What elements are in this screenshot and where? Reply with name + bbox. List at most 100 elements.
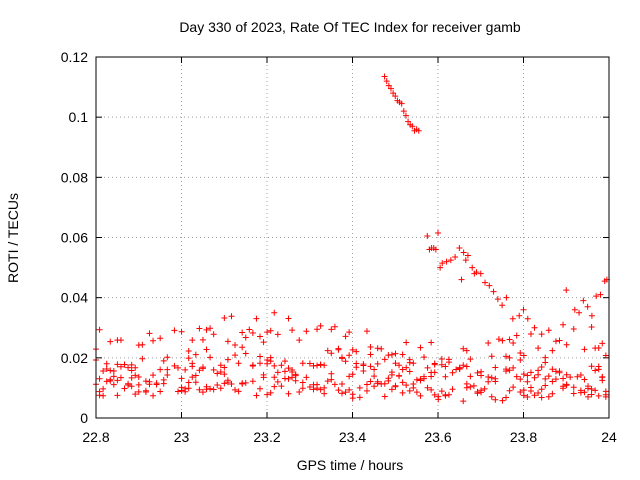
data-point [463, 347, 470, 354]
data-point [602, 388, 609, 395]
data-point [353, 360, 360, 367]
data-point [474, 369, 481, 376]
data-point [486, 282, 493, 289]
data-point [460, 398, 467, 405]
data-point [542, 375, 549, 382]
data-point [299, 385, 306, 392]
grid-lines [96, 57, 609, 418]
data-point [470, 382, 477, 389]
data-point [400, 108, 407, 115]
data-points [93, 73, 610, 405]
y-axis-label: ROTI / TECUs [5, 193, 21, 283]
data-point [189, 374, 196, 381]
data-point [321, 362, 328, 369]
data-point [132, 372, 139, 379]
data-point [274, 331, 281, 338]
data-point [503, 353, 510, 360]
data-point [538, 394, 545, 401]
data-point [599, 340, 606, 347]
data-point [224, 338, 231, 345]
data-point [121, 385, 128, 392]
data-point [517, 376, 524, 383]
data-point [417, 344, 424, 351]
data-point [232, 342, 239, 349]
data-point [449, 386, 456, 393]
data-point [242, 379, 249, 386]
data-point [321, 384, 328, 391]
data-point [324, 378, 331, 385]
data-point [224, 377, 231, 384]
data-point [207, 354, 214, 361]
data-point [114, 377, 121, 384]
data-point [567, 374, 574, 381]
data-point [335, 346, 342, 353]
data-point [549, 347, 556, 354]
data-point [317, 361, 324, 368]
data-point [432, 246, 439, 253]
data-point [253, 392, 260, 399]
data-point [239, 380, 246, 387]
data-point [585, 393, 592, 400]
data-point [210, 386, 217, 393]
data-point [281, 358, 288, 365]
y-tick-label: 0.1 [69, 109, 89, 125]
data-point [396, 362, 403, 369]
data-point [217, 385, 224, 392]
data-point [346, 329, 353, 336]
data-point [463, 363, 470, 370]
data-point [542, 354, 549, 361]
data-point [506, 354, 513, 361]
data-point [570, 326, 577, 333]
data-point [125, 382, 132, 389]
data-point [117, 374, 124, 381]
plot-frame [95, 56, 610, 419]
data-point [413, 389, 420, 396]
data-point [185, 385, 192, 392]
data-point [278, 362, 285, 369]
data-point [185, 348, 192, 355]
data-point [467, 356, 474, 363]
data-point [274, 369, 281, 376]
data-point [538, 386, 545, 393]
data-point [581, 389, 588, 396]
data-point [535, 390, 542, 397]
data-point [221, 314, 228, 321]
data-point [503, 394, 510, 401]
data-point [164, 366, 171, 373]
data-point [264, 329, 271, 336]
data-point [438, 355, 445, 362]
data-point [306, 360, 313, 367]
data-point [574, 373, 581, 380]
y-tick-label: 0.04 [61, 290, 88, 306]
data-point [292, 377, 299, 384]
data-point [110, 373, 117, 380]
data-point [367, 378, 374, 385]
data-point [581, 376, 588, 383]
data-point [513, 332, 520, 339]
data-point [306, 383, 313, 390]
data-point [378, 380, 385, 387]
y-tick-label: 0.12 [61, 49, 88, 65]
data-point [499, 302, 506, 309]
data-point [428, 386, 435, 393]
data-point [175, 388, 182, 395]
data-point [417, 377, 424, 384]
data-point [443, 258, 450, 265]
x-tick-label: 23.6 [424, 429, 451, 445]
data-point [142, 378, 149, 385]
data-point [267, 327, 274, 334]
data-point [314, 362, 321, 369]
data-point [157, 335, 164, 342]
data-point [196, 367, 203, 374]
data-point [274, 378, 281, 385]
data-point [203, 326, 210, 333]
data-point [552, 376, 559, 383]
data-point [552, 338, 559, 345]
data-point [264, 360, 271, 367]
data-point [285, 315, 292, 322]
data-point [442, 392, 449, 399]
data-point [299, 360, 306, 367]
data-point [584, 303, 591, 310]
data-point [257, 353, 264, 360]
data-point [324, 347, 331, 354]
